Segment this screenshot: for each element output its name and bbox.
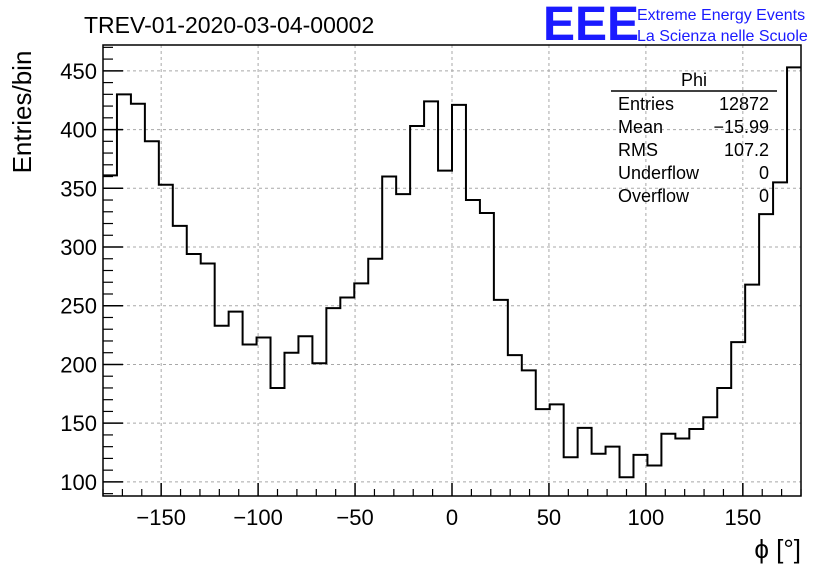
stats-label-underflow: Underflow bbox=[618, 163, 700, 183]
y-tick-label: 300 bbox=[60, 235, 97, 260]
stats-label-mean: Mean bbox=[618, 117, 663, 137]
x-tick-label: −50 bbox=[336, 505, 373, 530]
y-tick-label: 350 bbox=[60, 176, 97, 201]
stats-label-overflow: Overflow bbox=[618, 186, 690, 206]
y-tick-label: 150 bbox=[60, 411, 97, 436]
stats-value-rms: 107.2 bbox=[724, 140, 769, 160]
y-tick-label: 400 bbox=[60, 118, 97, 143]
x-tick-label: 150 bbox=[724, 505, 761, 530]
x-axis-label: ϕ [°] bbox=[754, 534, 801, 564]
y-axis-label: Entries/bin bbox=[7, 51, 37, 174]
stats-box: Phi Entries 12872 Mean −15.99 RMS 107.2 … bbox=[611, 70, 777, 206]
stats-value-mean: −15.99 bbox=[713, 117, 769, 137]
x-tick-label: 50 bbox=[537, 505, 561, 530]
y-tick-label: 100 bbox=[60, 470, 97, 495]
stats-label-rms: RMS bbox=[618, 140, 658, 160]
x-tick-label: 100 bbox=[628, 505, 665, 530]
stats-value-underflow: 0 bbox=[759, 163, 769, 183]
stats-title: Phi bbox=[681, 70, 707, 90]
stats-value-entries: 12872 bbox=[719, 94, 769, 114]
eee-logo: EEE Extreme Energy Events La Scienza nel… bbox=[543, 0, 808, 51]
histogram-line bbox=[103, 66, 801, 479]
logo-line-2: La Scienza nelle Scuole bbox=[637, 28, 808, 45]
y-tick-label: 250 bbox=[60, 294, 97, 319]
x-tick-label: 0 bbox=[446, 505, 458, 530]
x-tick-label: −150 bbox=[136, 505, 186, 530]
y-tick-label: 450 bbox=[60, 59, 97, 84]
y-tick-label: 200 bbox=[60, 352, 97, 377]
x-tick-label: −100 bbox=[233, 505, 283, 530]
axis-ticks: −150 −100 −50 0 50 100 150 100 150 200 250 300 350 40… bbox=[60, 46, 802, 530]
logo-line-1: Extreme Energy Events bbox=[637, 7, 805, 24]
stats-value-overflow: 0 bbox=[759, 186, 769, 206]
chart-title: TREV-01-2020-03-04-00002 bbox=[84, 12, 374, 38]
stats-label-entries: Entries bbox=[618, 94, 674, 114]
logo-mark: EEE bbox=[543, 0, 639, 51]
